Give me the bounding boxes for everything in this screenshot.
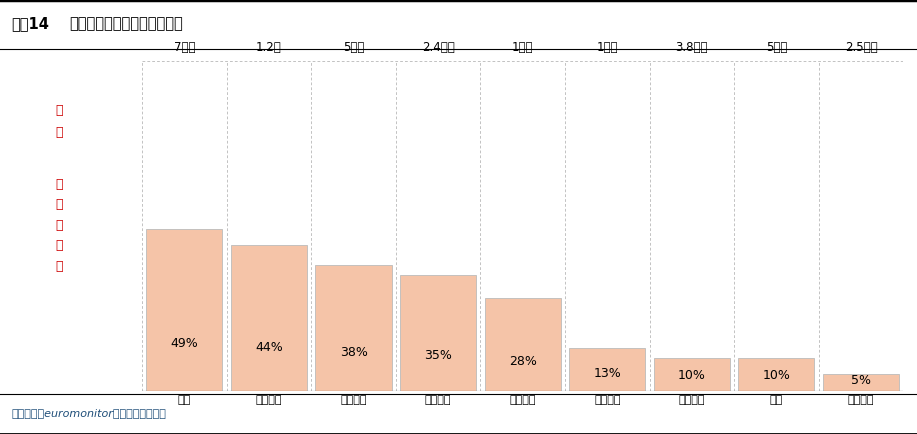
Text: 商: 商 — [56, 198, 63, 211]
Text: 电: 电 — [56, 178, 63, 191]
Bar — [569, 348, 646, 391]
Text: 7千亿: 7千亿 — [173, 41, 195, 54]
Text: 透: 透 — [56, 239, 63, 252]
Text: 2.5万亿: 2.5万亿 — [845, 41, 878, 54]
Text: 44%: 44% — [255, 341, 282, 354]
Bar — [147, 229, 223, 391]
Text: 资料来源：euromonitor，平安证券研究所: 资料来源：euromonitor，平安证券研究所 — [11, 408, 166, 418]
Bar — [400, 275, 476, 391]
Text: 1.2亿: 1.2亿 — [256, 41, 282, 54]
Text: 5万亿: 5万亿 — [766, 41, 787, 54]
Text: 5千亿: 5千亿 — [343, 41, 364, 54]
Text: 28%: 28% — [509, 355, 536, 368]
Bar — [231, 246, 307, 391]
Text: 各品类行业规模和电商渗透率: 各品类行业规模和电商渗透率 — [69, 16, 182, 31]
Text: 模: 模 — [56, 126, 63, 139]
Text: 图表14: 图表14 — [11, 16, 49, 31]
Text: 2.4万亿: 2.4万亿 — [422, 41, 455, 54]
Text: 1万亿: 1万亿 — [512, 41, 534, 54]
Text: 1万亿: 1万亿 — [596, 41, 618, 54]
Text: 3.8万亿: 3.8万亿 — [676, 41, 708, 54]
Bar — [315, 265, 392, 391]
Bar — [823, 374, 899, 391]
Text: 35%: 35% — [425, 349, 452, 362]
Text: 13%: 13% — [593, 367, 621, 380]
Bar — [654, 358, 730, 391]
Text: 10%: 10% — [678, 369, 706, 382]
Text: 规: 规 — [56, 104, 63, 117]
Text: 49%: 49% — [171, 337, 198, 350]
Text: 5%: 5% — [851, 374, 871, 387]
Text: 率: 率 — [56, 260, 63, 273]
Bar — [485, 298, 561, 391]
Text: 38%: 38% — [339, 346, 368, 359]
Bar — [738, 358, 814, 391]
Text: 渗: 渗 — [56, 219, 63, 232]
Text: 10%: 10% — [762, 369, 790, 382]
